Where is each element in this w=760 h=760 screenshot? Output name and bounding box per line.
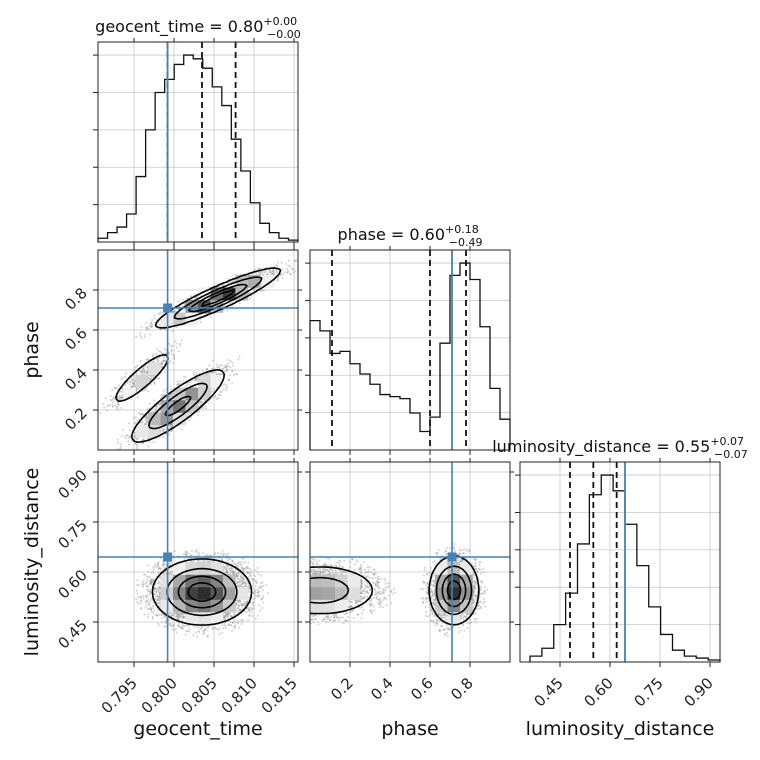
x-axis-label-phase: phase	[381, 718, 438, 740]
density-geocent-time-vs-luminosity-distance-contours	[151, 558, 253, 626]
hist-luminosity-distance-frame	[519, 461, 721, 663]
y-tick-label-luminosity-distance-2: 0.75	[54, 516, 90, 552]
x-tick-label-phase-3: 0.8	[447, 674, 477, 704]
density-phase-vs-luminosity-distance-truth-marker	[447, 552, 457, 562]
x-tick-label-luminosity-distance-1: 0.60	[580, 674, 616, 710]
y-tick-label-phase-0: 0.2	[61, 404, 91, 434]
x-tick-label-phase-2: 0.6	[407, 674, 437, 704]
x-tick-label-luminosity-distance-0: 0.45	[530, 674, 566, 710]
hist-geocent-time-background	[98, 42, 298, 242]
density-geocent-time-vs-phase-truth-marker	[163, 303, 173, 313]
density-phase-vs-luminosity-distance-frame	[309, 461, 511, 663]
density-phase-vs-luminosity-distance-background	[310, 462, 510, 662]
hist-geocent-time-frame	[97, 41, 299, 243]
y-tick-label-phase-2: 0.6	[61, 324, 91, 354]
hist-phase-background	[310, 250, 510, 450]
density-geocent-time-vs-luminosity-distance-frame	[97, 461, 299, 663]
hist-luminosity-distance-title: luminosity_distance = 0.55+0.07 −0.07	[492, 435, 748, 461]
x-tick-label-geocent-time-1: 0.800	[138, 674, 181, 717]
y-axis-label-phase: phase	[21, 321, 43, 378]
y-tick-label-phase-1: 0.4	[61, 364, 91, 394]
hist-geocent-time-ygrid	[93, 54, 298, 206]
x-tick-label-luminosity-distance-2: 0.75	[630, 674, 666, 710]
x-tick-label-geocent-time-3: 0.810	[218, 674, 261, 717]
y-tick-label-luminosity-distance-1: 0.60	[54, 566, 90, 602]
x-tick-label-geocent-time-0: 0.795	[98, 674, 141, 717]
hist-geocent-time-steps	[97, 54, 299, 242]
x-tick-label-luminosity-distance-3: 0.90	[680, 674, 716, 710]
y-tick-label-luminosity-distance-3: 0.90	[54, 466, 90, 502]
x-tick-label-geocent-time-4: 0.815	[258, 674, 301, 717]
x-axis-label-geocent-time: geocent_time	[133, 718, 262, 740]
hist-geocent-time-title: geocent_time = 0.80+0.00 −0.00	[95, 15, 301, 41]
hist-luminosity-distance-grid	[559, 458, 711, 667]
x-tick-label-phase-1: 0.4	[367, 674, 397, 704]
x-tick-label-geocent-time-2: 0.805	[178, 674, 221, 717]
hist-phase-steps	[309, 262, 511, 450]
hist-phase-frame	[309, 249, 511, 451]
y-tick-label-phase-3: 0.8	[61, 284, 91, 314]
x-tick-label-phase-0: 0.2	[327, 674, 357, 704]
hist-luminosity-distance-background	[520, 462, 720, 662]
density-geocent-time-vs-phase-frame	[97, 249, 299, 451]
hist-phase-title: phase = 0.60+0.18 −0.49	[338, 223, 483, 249]
density-geocent-time-vs-luminosity-distance-truth-marker	[163, 552, 173, 562]
y-axis-label-luminosity-distance: luminosity_distance	[21, 468, 43, 657]
x-axis-label-luminosity-distance: luminosity_distance	[526, 718, 715, 740]
y-tick-label-luminosity-distance-0: 0.45	[54, 616, 90, 652]
